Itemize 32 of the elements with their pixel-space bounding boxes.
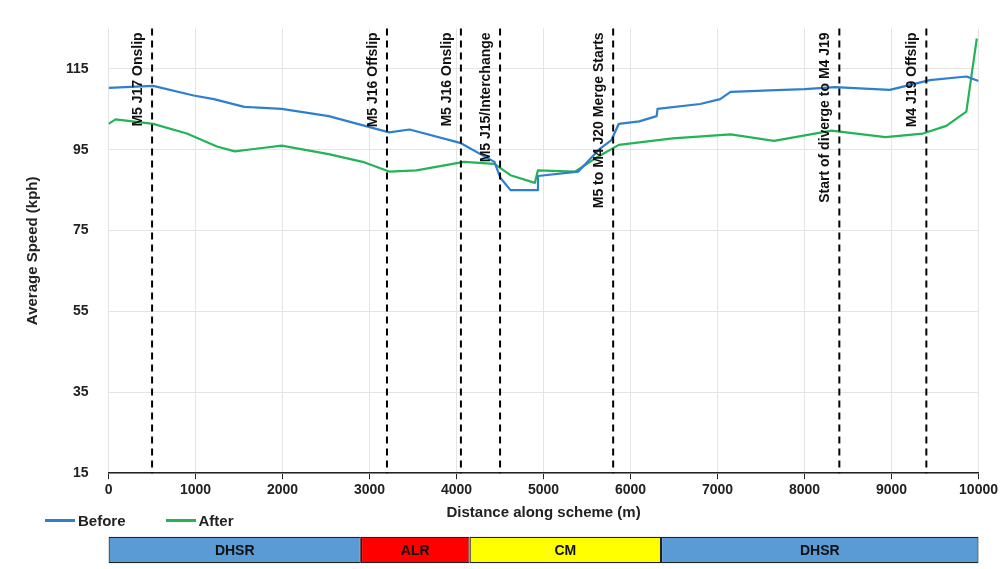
series-label: CM [554,541,577,558]
y-tick-label: 75 [73,221,89,238]
legend-label: After [198,512,234,529]
ref-line-label: M5 J16 Onslip [437,32,454,127]
ref-line-label: M5 J16 Offslip [363,32,380,128]
x-tick-label: 9000 [875,481,908,498]
ref-line-label: Start of diverge to M4 J19 [816,32,833,203]
y-tick-label: 15 [73,464,89,481]
x-axis-title: Distance along scheme (m) [446,503,641,521]
x-tick-label: 7000 [701,481,734,498]
x-tick-label: 10000 [959,481,999,498]
series-label: DHSR [799,541,840,558]
x-tick-label: 3000 [353,481,386,498]
x-tick-label: 5000 [527,481,560,498]
legend-label: Before [78,512,126,529]
series-label: ALR [400,541,430,558]
ref-line-label: M5 J17 Onslip [128,32,145,127]
ref-line-label: M5 to M4 J20 Merge Starts [590,32,607,209]
x-tick-label: 2000 [267,481,299,498]
y-tick-label: 115 [65,59,89,76]
y-axis-title: Average Speed (kph) [23,176,41,326]
y-tick-label: 55 [73,302,89,319]
y-tick-label: 95 [73,140,89,157]
y-tick-label: 35 [73,383,89,400]
x-tick-label: 4000 [440,481,473,498]
x-tick-label: 0 [104,481,113,498]
x-tick-label: 1000 [180,481,212,498]
ref-line-label: M5 J15/Interchange [476,32,493,163]
ref-line-label: M4 J19 Offslip [903,32,920,128]
x-tick-label: 6000 [614,481,647,498]
series-label: DHSR [214,541,255,558]
x-tick-label: 8000 [788,481,821,498]
